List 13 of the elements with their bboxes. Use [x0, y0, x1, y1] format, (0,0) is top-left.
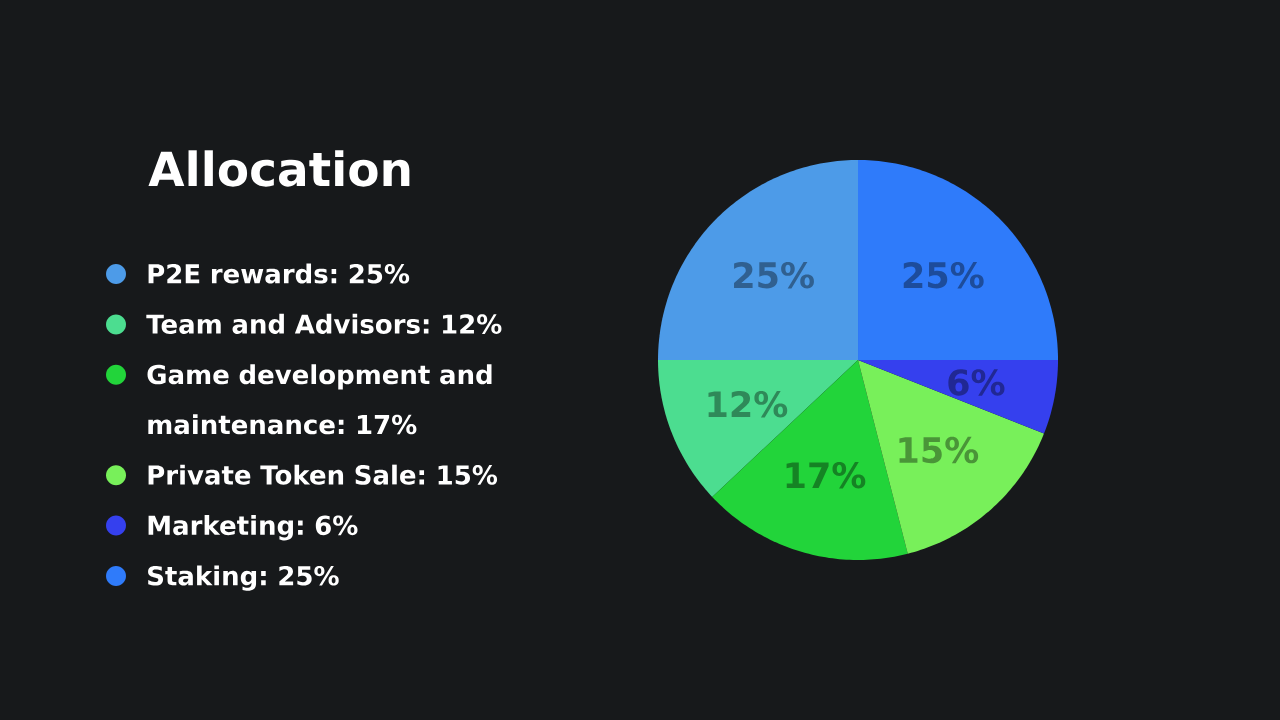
legend-label: Staking: 25%	[148, 565, 339, 591]
data-label: 17%	[786, 461, 866, 489]
data-label: 25%	[903, 261, 984, 289]
legend-label: Marketing: 6%	[148, 515, 358, 541]
data-label: 15%	[899, 436, 979, 464]
legend-label: Game development and maintenance: 17%	[147, 364, 492, 435]
data-label: 25%	[734, 261, 814, 289]
data-label: 6%	[948, 369, 1005, 396]
legend-label: P2E rewards: 25%	[148, 263, 410, 284]
data-label: 12%	[708, 390, 788, 418]
chart-title: Allocation	[148, 150, 410, 187]
legend-label: Team and Advisors: 12%	[146, 313, 502, 334]
legend-label: Private Token Sale: 15%	[148, 464, 498, 485]
